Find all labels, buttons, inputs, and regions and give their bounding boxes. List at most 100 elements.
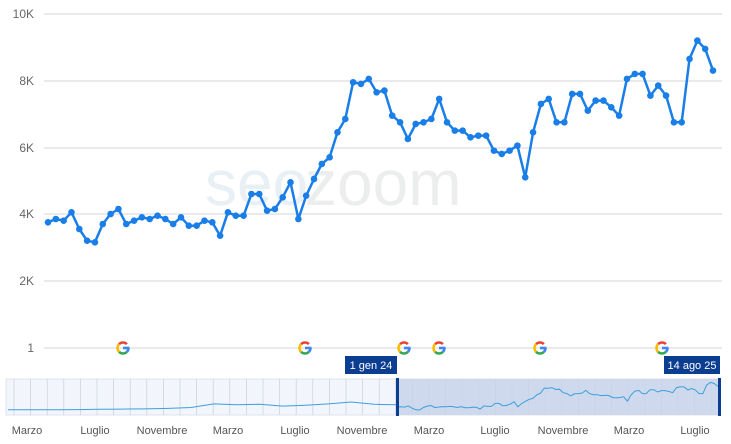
data-point[interactable] <box>248 190 255 198</box>
data-point[interactable] <box>263 207 271 214</box>
data-point[interactable] <box>639 70 646 78</box>
data-point[interactable] <box>357 80 365 88</box>
data-point[interactable] <box>341 115 349 123</box>
data-point[interactable] <box>302 192 310 199</box>
data-point[interactable] <box>115 205 122 213</box>
data-point[interactable] <box>396 118 404 126</box>
data-point[interactable] <box>130 217 138 224</box>
data-point[interactable] <box>529 128 537 136</box>
data-point[interactable] <box>60 217 67 224</box>
navigator[interactable]: 1 gen 24 14 ago 25 Marzo Luglio Novembre Ma… <box>5 356 721 437</box>
data-point[interactable] <box>592 97 599 104</box>
data-point[interactable] <box>295 215 302 223</box>
data-point[interactable] <box>521 174 529 181</box>
data-point[interactable] <box>607 103 615 111</box>
data-point[interactable] <box>138 214 146 221</box>
navigator-x-label: Luglio <box>680 425 709 437</box>
navigator-handle-right[interactable] <box>718 378 721 416</box>
data-point[interactable] <box>623 75 631 83</box>
data-point[interactable] <box>615 112 623 119</box>
google-update-icon[interactable] <box>655 341 669 355</box>
data-point[interactable] <box>459 127 466 134</box>
google-update-icon[interactable] <box>397 341 411 355</box>
data-point[interactable] <box>279 194 287 201</box>
navigator-handle-left[interactable] <box>396 378 399 416</box>
data-point[interactable] <box>177 214 185 221</box>
data-point[interactable] <box>162 215 169 223</box>
data-point[interactable] <box>490 147 498 154</box>
data-point[interactable] <box>154 212 161 219</box>
data-point[interactable] <box>514 142 521 149</box>
data-point[interactable] <box>381 87 388 94</box>
data-point[interactable] <box>686 55 693 63</box>
google-update-icon[interactable] <box>116 341 130 355</box>
data-point[interactable] <box>506 147 513 154</box>
data-point[interactable] <box>373 88 380 96</box>
data-point[interactable] <box>654 82 662 89</box>
data-point[interactable] <box>647 92 654 99</box>
data-point[interactable] <box>482 132 490 139</box>
google-update-icon[interactable] <box>298 341 312 355</box>
data-point[interactable] <box>576 90 584 98</box>
data-point[interactable] <box>75 225 83 233</box>
data-point[interactable] <box>255 190 263 198</box>
data-point[interactable] <box>107 210 114 218</box>
data-point[interactable] <box>201 217 208 224</box>
data-point[interactable] <box>365 75 373 83</box>
data-point[interactable] <box>561 118 568 126</box>
google-update-icon[interactable] <box>533 341 547 355</box>
y-axis-label: 4K <box>19 207 34 221</box>
data-point[interactable] <box>388 112 396 119</box>
svg-text:1 gen 24: 1 gen 24 <box>350 360 393 372</box>
data-point[interactable] <box>91 239 99 246</box>
data-point[interactable] <box>467 133 474 141</box>
data-point[interactable] <box>420 118 427 126</box>
data-point[interactable] <box>545 95 553 103</box>
data-point[interactable] <box>326 154 333 161</box>
data-point[interactable] <box>678 118 686 126</box>
data-point[interactable] <box>334 128 341 136</box>
data-point[interactable] <box>193 222 200 229</box>
data-point[interactable] <box>443 118 451 126</box>
data-point[interactable] <box>709 67 717 74</box>
data-point[interactable] <box>428 115 435 123</box>
data-point[interactable] <box>99 220 107 228</box>
data-point[interactable] <box>287 179 294 186</box>
data-point[interactable] <box>310 175 318 183</box>
data-point[interactable] <box>44 219 52 226</box>
data-point[interactable] <box>208 219 216 226</box>
data-point[interactable] <box>474 132 482 139</box>
data-point[interactable] <box>349 78 357 86</box>
data-point[interactable] <box>584 107 592 114</box>
data-point[interactable] <box>404 135 412 143</box>
data-point[interactable] <box>169 220 177 228</box>
navigator-selected-range[interactable] <box>397 379 720 415</box>
data-point[interactable] <box>694 37 701 44</box>
data-point[interactable] <box>701 45 709 53</box>
data-point[interactable] <box>568 90 576 98</box>
data-point[interactable] <box>670 118 678 126</box>
data-point[interactable] <box>631 70 639 78</box>
data-point[interactable] <box>232 212 240 219</box>
data-point[interactable] <box>498 150 506 158</box>
data-point[interactable] <box>271 205 279 213</box>
data-point[interactable] <box>600 97 607 104</box>
data-point[interactable] <box>185 222 193 229</box>
data-point[interactable] <box>318 160 326 168</box>
data-point[interactable] <box>216 232 224 239</box>
data-point[interactable] <box>52 215 60 223</box>
data-point[interactable] <box>553 118 560 126</box>
data-point[interactable] <box>435 95 443 103</box>
data-point[interactable] <box>412 120 420 128</box>
data-point[interactable] <box>224 209 232 216</box>
navigator-x-label: Luglio <box>480 425 509 437</box>
data-point[interactable] <box>662 92 670 99</box>
data-point[interactable] <box>146 215 154 223</box>
data-point[interactable] <box>240 212 247 219</box>
data-point[interactable] <box>451 127 459 134</box>
data-point[interactable] <box>122 220 130 228</box>
data-point[interactable] <box>537 100 545 108</box>
data-point[interactable] <box>68 209 75 216</box>
data-point[interactable] <box>83 237 91 244</box>
google-update-icon[interactable] <box>432 341 446 355</box>
